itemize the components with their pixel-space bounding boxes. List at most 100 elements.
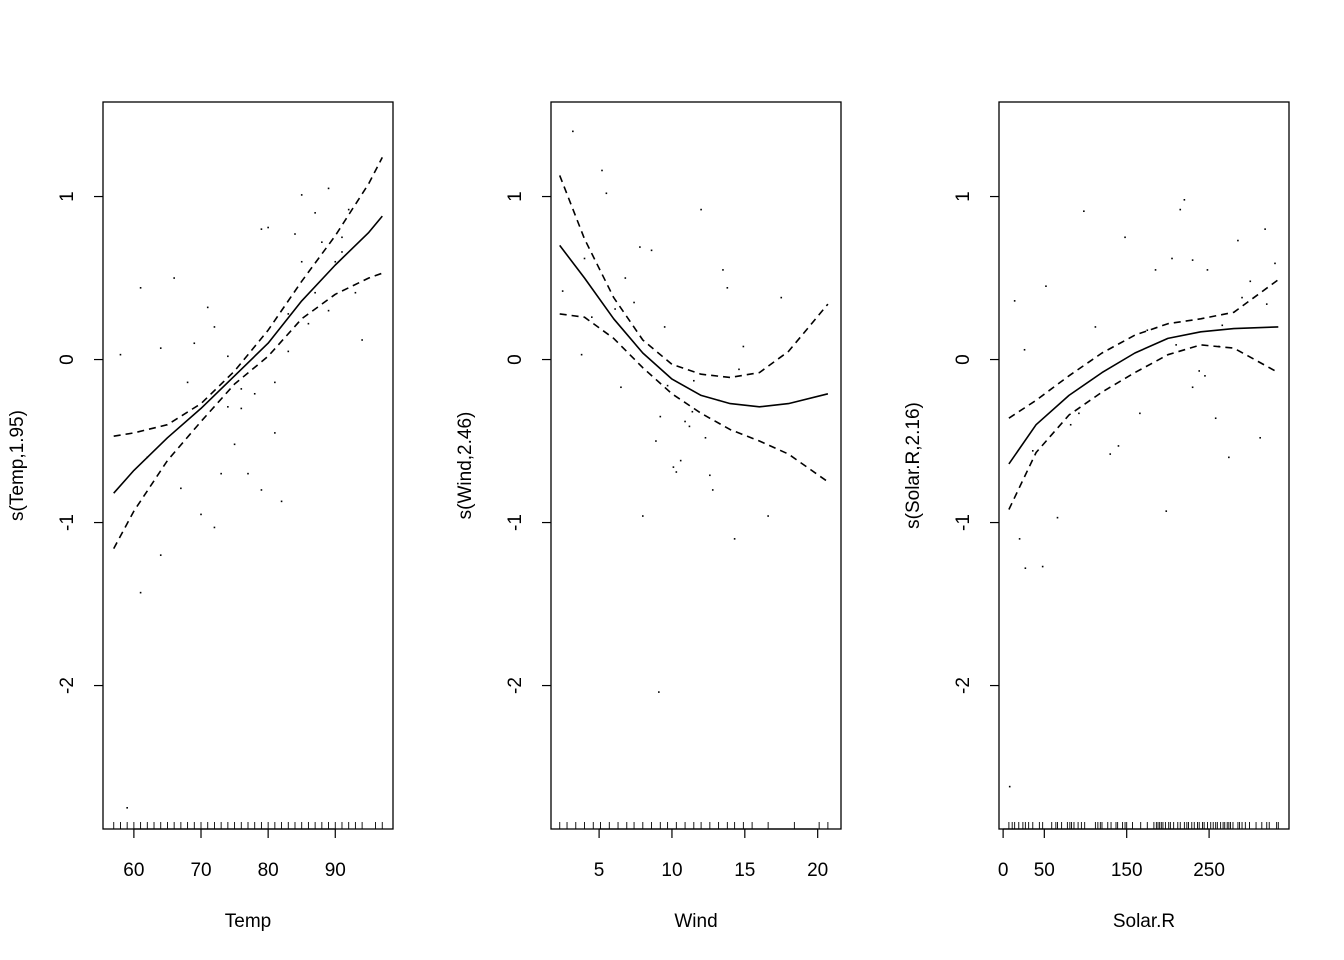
residual-point	[1023, 348, 1026, 351]
residual-point	[1228, 456, 1230, 459]
residual-point	[658, 691, 660, 693]
y-tick-label: -1	[57, 514, 78, 531]
residual-point	[1171, 257, 1173, 260]
residual-point	[321, 241, 323, 243]
residual-point	[620, 386, 622, 389]
residual-point	[1031, 450, 1034, 452]
smooth-fit-line	[559, 244, 829, 408]
residual-point	[334, 260, 337, 263]
residual-point	[1154, 269, 1157, 271]
residual-point	[1146, 329, 1149, 332]
residual-point	[1259, 436, 1261, 439]
y-tick-label: -1	[953, 514, 974, 531]
residual-point	[580, 353, 583, 356]
residual-point	[341, 236, 343, 239]
residual-point	[780, 296, 783, 299]
residual-point	[675, 471, 678, 473]
residual-point	[1045, 285, 1047, 287]
lower-ci-line	[112, 272, 383, 549]
residual-point	[274, 432, 276, 434]
x-axis-title: Temp	[225, 911, 271, 932]
residual-point	[260, 228, 263, 230]
residual-point	[624, 277, 627, 279]
residual-point	[300, 260, 303, 263]
y-axis-title: s(Temp,1.95)	[7, 410, 28, 521]
residual-point	[1069, 423, 1072, 426]
residual-point	[1008, 785, 1011, 788]
lower-ci-line	[1008, 344, 1279, 510]
upper-ci-line	[558, 175, 829, 379]
residual-point	[601, 169, 603, 172]
residual-point	[206, 306, 209, 309]
residual-point	[738, 368, 740, 371]
y-tick-label: 1	[57, 191, 78, 202]
x-tick-label: 90	[325, 860, 346, 881]
residual-point	[233, 443, 236, 446]
residual-point	[213, 526, 216, 529]
residual-point	[1221, 324, 1224, 327]
x-tick-label: 80	[258, 860, 279, 881]
residual-point	[679, 459, 682, 462]
y-tick-label: 0	[953, 354, 974, 365]
residual-point	[180, 487, 182, 490]
residual-point	[314, 291, 316, 294]
residual-point	[1024, 567, 1027, 569]
plot-frame	[998, 101, 1290, 830]
panel-1: 60 70 80 90 -2 -1 0 1 Temp s(Temp,1.95)	[7, 101, 394, 932]
residual-point	[1264, 228, 1266, 230]
x-tick-label: 5	[594, 860, 605, 881]
residual-point	[139, 591, 142, 594]
x-tick-label: 20	[807, 860, 828, 881]
residual-point	[1139, 412, 1141, 415]
residual-point	[591, 316, 593, 318]
y-tick-label: 1	[505, 191, 526, 202]
x-axis-title: Wind	[674, 911, 717, 932]
residual-point	[1056, 516, 1059, 519]
residual-point	[280, 500, 283, 503]
residual-point	[1265, 303, 1268, 305]
residual-point	[1013, 300, 1016, 302]
residual-point	[260, 489, 263, 491]
residual-point	[742, 345, 745, 348]
residual-point	[1191, 259, 1194, 261]
residual-point	[213, 326, 216, 328]
residual-point	[639, 246, 641, 248]
residual-point	[684, 420, 686, 423]
residual-point	[709, 474, 711, 477]
residual-point	[663, 326, 666, 328]
smooth-fit-line	[1008, 326, 1279, 465]
residual-point	[733, 538, 736, 540]
residual-point	[704, 436, 707, 439]
residual-point	[139, 287, 142, 289]
upper-ci-line	[113, 157, 384, 437]
residual-point	[1274, 262, 1276, 265]
residual-point	[691, 410, 694, 413]
residual-point	[300, 194, 303, 196]
residual-point	[1214, 417, 1217, 420]
residual-point	[227, 355, 229, 358]
residual-point	[693, 379, 695, 382]
plot-frame	[102, 101, 394, 830]
residual-point	[666, 384, 669, 387]
residual-point	[159, 554, 162, 556]
x-tick-label: 15	[734, 860, 755, 881]
x-axis-title: Solar.R	[1113, 911, 1175, 932]
upper-ci-line	[1008, 279, 1279, 419]
residual-point	[247, 472, 249, 475]
residual-point	[672, 466, 675, 468]
residual-point	[253, 392, 256, 395]
residual-point	[1204, 375, 1206, 377]
residual-point	[341, 251, 343, 253]
residual-point	[767, 515, 769, 517]
x-tick-label: 250	[1193, 860, 1225, 881]
residual-point	[1206, 269, 1209, 271]
residual-point	[119, 353, 122, 356]
residual-point	[726, 287, 729, 289]
y-axis-title: s(Wind,2.46)	[455, 412, 476, 520]
residual-point	[347, 208, 350, 211]
y-tick-label: 0	[505, 354, 526, 365]
residual-point	[126, 807, 128, 809]
residual-point	[605, 192, 608, 195]
residual-point	[722, 269, 724, 271]
residual-point	[572, 130, 574, 133]
